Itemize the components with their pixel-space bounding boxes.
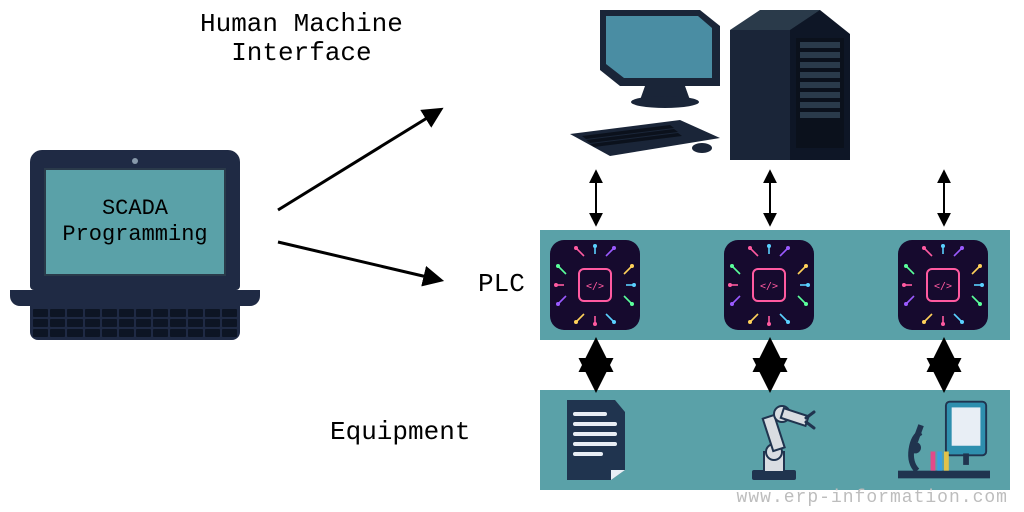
arrow-laptop-hmi: [278, 110, 440, 210]
laptop-label: SCADA Programming: [46, 196, 224, 249]
arrow-laptop-plc: [278, 242, 440, 280]
watermark: www.erp-information.com: [737, 488, 1008, 508]
monitor-icon: [590, 10, 720, 110]
robot-arm-icon: [724, 394, 816, 486]
laptop-frame: SCADA Programming: [30, 150, 240, 290]
document-icon: [550, 394, 642, 486]
keyboard-icon: [570, 120, 720, 160]
chip-traces-icon: </>: [728, 244, 810, 326]
svg-text:</>: </>: [760, 281, 778, 292]
chip-traces-icon: </>: [554, 244, 636, 326]
laptop-icon: SCADA Programming: [10, 150, 260, 350]
equipment-label: Equipment: [330, 418, 470, 447]
plc-chip-icon: </>: [550, 240, 640, 330]
laptop-camera-icon: [132, 158, 138, 164]
hmi-label: Human Machine Interface: [200, 10, 403, 67]
laptop-keyboard-icon: [30, 306, 240, 340]
hmi-icon: [560, 10, 880, 170]
plc-band: </> </>: [540, 230, 1010, 340]
equipment-band: [540, 390, 1010, 490]
plc-label: PLC: [478, 270, 525, 299]
server-icon: [730, 10, 850, 160]
chip-traces-icon: </>: [902, 244, 984, 326]
laptop-screen: SCADA Programming: [44, 168, 226, 276]
microscope-icon: [898, 394, 990, 486]
diagram-canvas: SCADA Programming Human Machine Interfac…: [0, 0, 1024, 512]
plc-chip-icon: </>: [724, 240, 814, 330]
svg-text:</>: </>: [934, 281, 952, 292]
laptop-base: [10, 290, 260, 306]
plc-chip-icon: </>: [898, 240, 988, 330]
svg-text:</>: </>: [586, 281, 604, 292]
